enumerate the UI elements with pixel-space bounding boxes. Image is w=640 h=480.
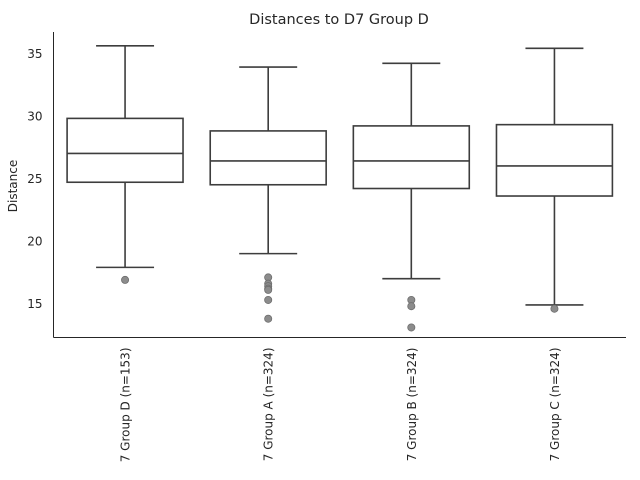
y-tick-label: 25 <box>27 172 42 186</box>
outlier-point <box>407 323 416 332</box>
y-tick-label: 15 <box>27 297 42 311</box>
outlier-point <box>264 285 273 294</box>
box-group <box>495 47 614 313</box>
box-group <box>66 44 184 284</box>
plot-area <box>66 44 614 332</box>
y-tick-label: 30 <box>27 109 42 123</box>
x-tick-label: 7 Group B (n=324) <box>405 348 419 462</box>
iqr-box <box>352 125 471 190</box>
iqr-box <box>66 117 184 184</box>
y-tick-label: 20 <box>27 235 42 249</box>
outlier-point <box>121 275 130 284</box>
x-tick-label: 7 Group C (n=324) <box>548 348 562 462</box>
outlier-point <box>264 295 273 304</box>
y-axis-ticks: 15 20 25 30 35 <box>27 47 42 311</box>
y-axis-label: Distance <box>6 160 20 212</box>
box-group <box>352 62 471 332</box>
iqr-box <box>209 130 327 186</box>
x-axis-ticks: 7 Group D (n=153) 7 Group A (n=324) 7 Grou… <box>119 348 562 463</box>
chart-title: Distances to D7 Group D <box>249 12 429 28</box>
x-tick-label: 7 Group A (n=324) <box>262 348 276 462</box>
iqr-box <box>495 123 614 197</box>
x-tick-label: 7 Group D (n=153) <box>119 348 133 463</box>
outlier-point <box>264 314 273 323</box>
outlier-point <box>407 302 416 311</box>
y-tick-label: 35 <box>27 47 42 61</box>
outlier-point <box>550 304 559 313</box>
box-group <box>209 66 327 323</box>
